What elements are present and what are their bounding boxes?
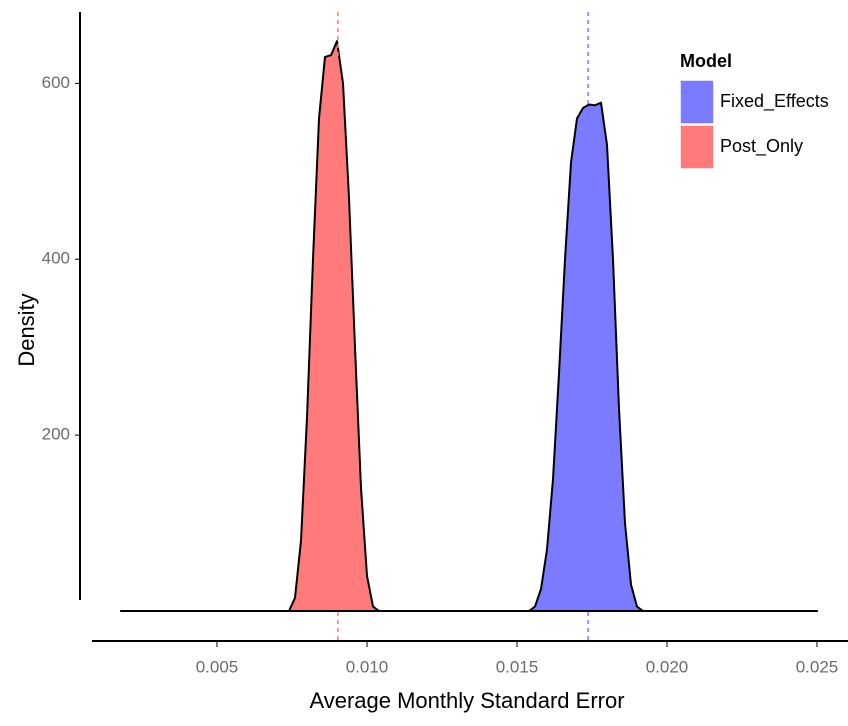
x-tick-label: 0.010 — [346, 657, 389, 676]
density-area — [120, 101, 818, 612]
legend-label: Post_Only — [720, 136, 803, 157]
legend-title: Model — [680, 51, 732, 71]
density-area — [120, 40, 818, 612]
x-tick-label: 0.025 — [796, 657, 839, 676]
legend-label: Fixed_Effects — [720, 91, 829, 112]
x-axis-label: Average Monthly Standard Error — [309, 688, 624, 713]
x-tick-label: 0.015 — [496, 657, 539, 676]
y-tick-label: 200 — [42, 425, 70, 444]
x-tick-label: 0.020 — [646, 657, 689, 676]
y-tick-label: 400 — [42, 249, 70, 268]
y-axis-label: Density — [14, 293, 39, 366]
legend-key — [679, 79, 715, 125]
y-tick-label: 600 — [42, 73, 70, 92]
x-tick-label: 0.005 — [196, 657, 239, 676]
legend-key — [679, 124, 715, 170]
